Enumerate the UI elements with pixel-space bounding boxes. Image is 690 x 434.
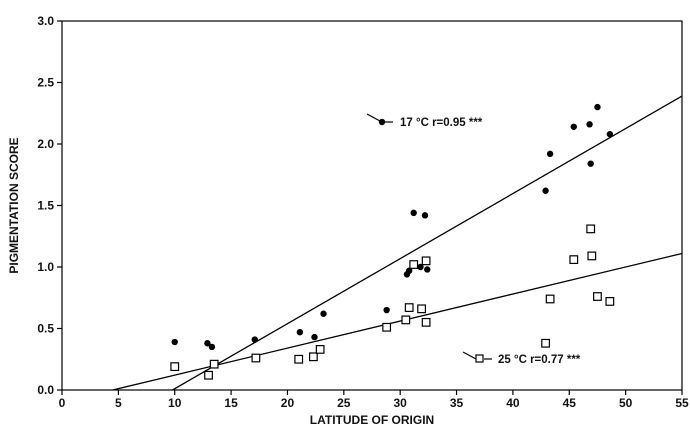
x-axis: 0 5 10 15 20 25 30 35 40 45 50 55 [59, 390, 689, 410]
point-25c [204, 370, 213, 380]
x-tick-label: 5 [115, 396, 122, 410]
point-17c [251, 336, 258, 343]
point-25c [308, 352, 318, 362]
plot-frame [61, 20, 683, 391]
point-25c [209, 359, 219, 369]
y-tick-label: 0.5 [37, 322, 54, 336]
point-25c [587, 251, 597, 261]
fit-line-25c [112, 252, 683, 391]
legend-17c-label: 17 °C r=0.95 *** [400, 117, 483, 129]
x-tick-label: 20 [281, 396, 295, 410]
x-tick-label: 55 [675, 396, 689, 410]
point-17c [594, 103, 601, 111]
point-17c [570, 123, 577, 130]
x-tick-label: 50 [619, 396, 633, 410]
point-17c [410, 209, 417, 217]
point-17c [311, 333, 318, 341]
point-17c [606, 130, 614, 138]
point-25c [404, 303, 414, 312]
x-tick-label: 25 [337, 396, 351, 410]
point-17c [171, 338, 178, 346]
legend-17c-marker [378, 118, 386, 126]
legend-25c-label: 25 °C r=0.77 *** [498, 354, 581, 366]
point-17c [296, 328, 304, 336]
point-25c [382, 322, 392, 332]
x-tick-label: 30 [394, 396, 408, 410]
y-tick-label: 2.5 [37, 76, 54, 90]
point-25c [409, 260, 419, 269]
point-25c [605, 297, 615, 306]
regression-lines [112, 95, 683, 391]
data-points [170, 103, 615, 380]
legend-25c-marker [475, 354, 484, 363]
point-17c [587, 160, 594, 167]
y-tick-label: 1.5 [37, 199, 54, 213]
y-tick-label: 3.0 [37, 14, 54, 28]
point-25c [294, 354, 304, 364]
point-25c [545, 294, 555, 304]
point-25c [421, 256, 431, 266]
legend-25c-leader [462, 351, 477, 360]
point-25c [251, 353, 261, 363]
point-25c [315, 345, 325, 354]
point-25c [401, 315, 411, 325]
point-17c [208, 343, 216, 351]
point-17c [320, 310, 327, 317]
legend-entry-25c: 25 °C r=0.77 *** [462, 351, 581, 366]
y-tick-label: 0.0 [37, 383, 54, 397]
x-tick-label: 0 [59, 396, 66, 410]
point-17c [383, 306, 390, 314]
point-17c [424, 266, 431, 273]
point-17c [546, 150, 554, 158]
point-25c [593, 292, 602, 301]
point-17c [586, 121, 593, 128]
point-17c [204, 340, 211, 347]
x-tick-label: 15 [224, 396, 238, 410]
point-25c [421, 317, 431, 327]
point-17c [417, 263, 424, 271]
x-tick-label: 45 [563, 396, 577, 410]
point-25c [170, 362, 180, 372]
x-tick-label: 10 [168, 396, 182, 410]
point-25c [417, 304, 426, 314]
x-tick-label: 35 [450, 396, 464, 410]
x-axis-title: LATITUDE OF ORIGIN [310, 413, 434, 427]
y-axis-title: PIGMENTATION SCORE [7, 137, 21, 273]
fit-line-17c [172, 95, 683, 391]
y-axis: 0.0 0.5 1.0 1.5 2.0 2.5 3.0 [37, 14, 62, 397]
point-17c [406, 267, 413, 274]
point-25c [569, 255, 579, 265]
y-tick-label: 2.0 [37, 137, 54, 151]
y-tick-label: 1.0 [37, 260, 54, 274]
x-tick-label: 40 [506, 396, 520, 410]
point-17c [542, 187, 549, 194]
legend-17c-leader [366, 113, 381, 122]
point-25c [586, 224, 596, 234]
legend-entry-17c: 17 °C r=0.95 *** [366, 113, 483, 129]
point-17c [421, 212, 429, 219]
point-25c [541, 338, 550, 348]
